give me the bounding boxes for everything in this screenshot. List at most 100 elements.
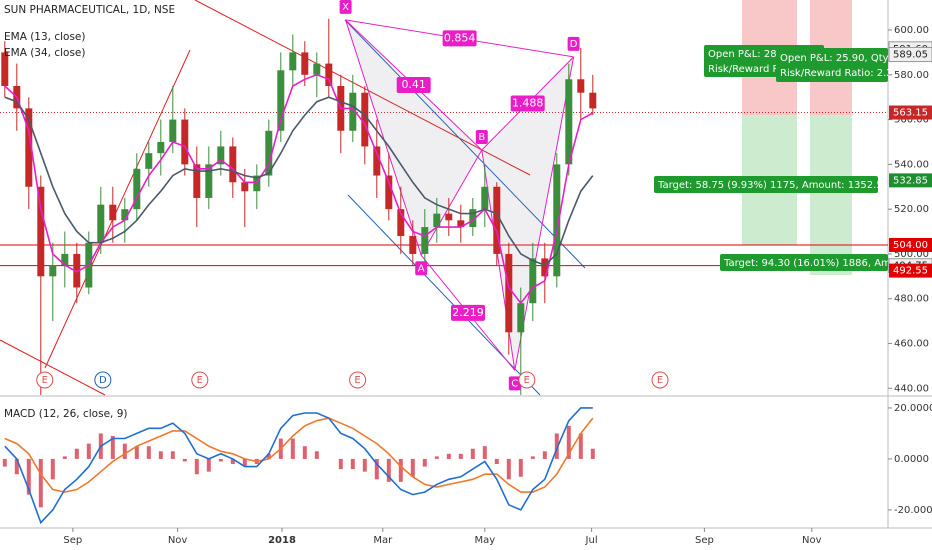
candle-body [97, 204, 105, 243]
x-tick-label: Jul [585, 535, 598, 546]
price-label-box [889, 173, 932, 188]
price-label: 532.85 [893, 175, 928, 186]
event-icon [651, 371, 669, 389]
event-icon [36, 371, 54, 389]
macd-histogram-bar [242, 458, 247, 467]
event-icon [94, 371, 112, 389]
macd-histogram-bar [314, 451, 319, 459]
macd-histogram-bar [530, 456, 535, 459]
ratio-label: 0.41 [401, 78, 426, 91]
candle-body [193, 164, 201, 198]
macd-histogram-bar [578, 433, 583, 459]
macd-histogram-bar [434, 456, 439, 459]
event-label: D [99, 375, 107, 386]
position-label [776, 48, 888, 82]
macd-histogram-bar [386, 458, 391, 482]
macd-histogram-bar [482, 446, 487, 459]
ratio-badge [510, 95, 545, 112]
trend-line [0, 339, 106, 396]
candle-body [349, 92, 357, 131]
pattern-point-label: A [418, 263, 425, 274]
macd-histogram-bar [170, 451, 175, 459]
event-label: E [524, 375, 530, 386]
macd-histogram-bar [350, 458, 355, 470]
macd-histogram-bar [134, 446, 139, 459]
candle-body [253, 175, 261, 192]
candle-body [445, 213, 453, 221]
position-text: Open P&L: 25.90, Qty: 5 [780, 53, 901, 64]
macd-histogram-bar [518, 458, 523, 477]
macd-title: MACD (12, 26, close, 9) [4, 408, 127, 420]
pattern-point-badge [508, 376, 521, 391]
macd-histogram-bar [554, 433, 559, 459]
candle-body [25, 108, 33, 187]
macd-histogram-bar [50, 458, 55, 480]
y-tick-label: 500.00 [894, 249, 929, 260]
event-icon [518, 371, 536, 389]
macd-histogram-bar [338, 458, 343, 470]
candle-body [61, 253, 69, 266]
ratio-badge [451, 304, 485, 321]
candle-body [313, 63, 321, 75]
y-tick-label: 480.00 [894, 294, 929, 305]
candle-body [457, 220, 465, 228]
macd-histogram-bar [86, 443, 91, 459]
pattern-leg [345, 19, 422, 256]
candle-body [397, 209, 405, 237]
candle-body [409, 236, 417, 254]
candle-body [325, 63, 333, 86]
ratio-label: 0.854 [444, 31, 476, 44]
event-label: E [354, 375, 360, 386]
price-label: 504.00 [893, 240, 928, 251]
pattern-point-badge [415, 261, 428, 276]
macd-histogram-bar [110, 435, 115, 459]
macd-histogram-bar [590, 448, 595, 459]
pattern-point-badge [475, 130, 488, 145]
price-label-box [888, 47, 932, 63]
macd-histogram-bar [470, 448, 475, 459]
macd-histogram-bar [458, 453, 463, 459]
target-text: Target: 58.75 (9.93%) 1175, Amount: 1352… [657, 180, 883, 191]
candle-body [589, 92, 597, 109]
candle-body [1, 52, 9, 86]
price-label: 563.15 [893, 108, 928, 119]
target-label [720, 254, 888, 271]
candle-body [289, 52, 297, 71]
candle-body [421, 227, 429, 254]
macd-histogram-bar [290, 438, 295, 459]
ema-line [4, 96, 594, 267]
macd-histogram-bar [146, 446, 151, 459]
macd-histogram-bar [446, 453, 451, 459]
macd-histogram-bar [542, 451, 547, 459]
y-tick-label: 460.00 [894, 338, 929, 349]
macd-histogram-bar [158, 451, 163, 459]
event-icon [191, 371, 209, 389]
y-tick-label: 560.00 [894, 115, 929, 126]
event-label: E [42, 375, 48, 386]
macd-histogram-bar [218, 458, 223, 462]
target-zone [810, 115, 852, 275]
candle-body [73, 253, 81, 288]
candle-body [433, 213, 441, 228]
macd-histogram-bar [2, 458, 7, 467]
position-text: Open P&L: 28. [708, 49, 780, 60]
trend-line [44, 49, 191, 369]
candle-body [145, 153, 153, 169]
candle-body [229, 146, 237, 183]
y-tick-label: 580.00 [894, 70, 929, 81]
candle-body [565, 79, 573, 165]
price-label-box [889, 263, 932, 278]
x-tick-label: Mar [373, 535, 393, 546]
ratio-badge [442, 30, 477, 47]
macd-histogram-bar [38, 458, 43, 508]
ema-line [4, 73, 594, 305]
macd-line [4, 407, 593, 525]
macd-tick-label: -20.0000 [894, 505, 932, 516]
pattern-leg [420, 149, 483, 256]
price-label: 492.55 [893, 266, 928, 277]
candle-body [109, 204, 117, 221]
target-text: Target: 94.30 (16.01%) 1886, Amo [723, 258, 897, 269]
candle-body [553, 164, 561, 277]
trend-line [194, 0, 531, 176]
pattern-point-label: X [342, 2, 349, 13]
